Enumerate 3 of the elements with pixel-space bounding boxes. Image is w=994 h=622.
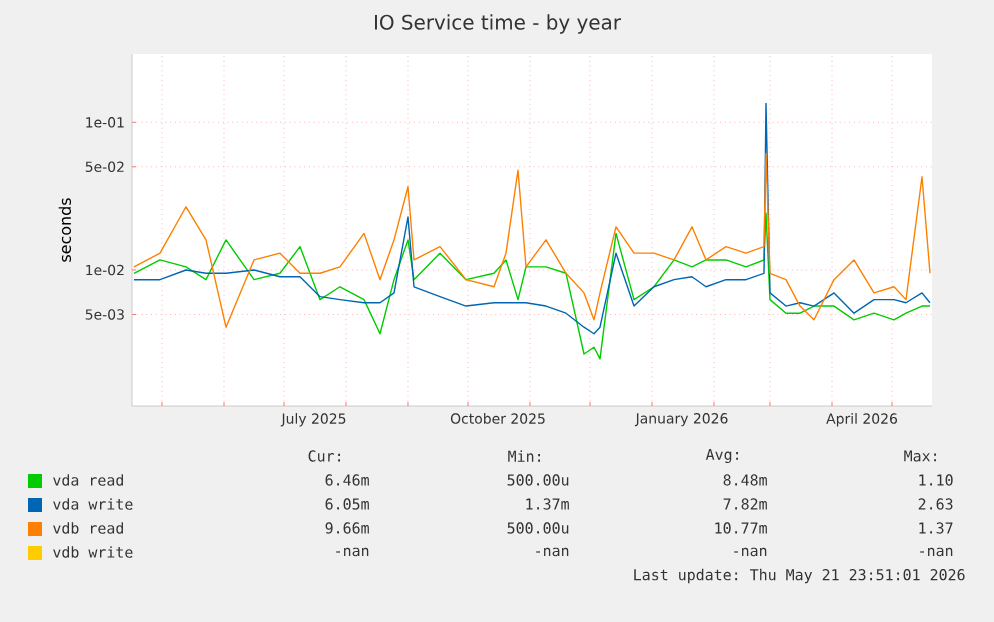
- line-series: [133, 212, 931, 360]
- chart-title: IO Service time - by year: [374, 14, 621, 34]
- line-series: [133, 152, 931, 328]
